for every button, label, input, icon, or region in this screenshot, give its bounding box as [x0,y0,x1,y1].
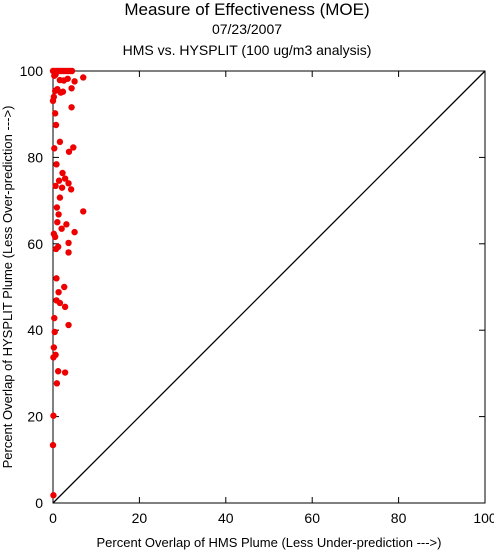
data-point [53,275,60,282]
x-tick-label: 20 [132,510,148,526]
x-axis-label: Percent Overlap of HMS Plume (Less Under… [97,535,442,550]
x-tick-label: 0 [49,510,57,526]
data-point [52,71,59,78]
data-point [70,144,77,151]
data-point [56,194,64,201]
data-point [49,441,57,449]
data-point [65,239,72,247]
data-point [55,288,62,296]
data-point [61,369,69,376]
data-point [53,380,61,387]
data-point [53,204,61,211]
y-tick-label: 80 [27,149,43,165]
data-point [50,492,57,499]
data-point [71,228,78,236]
data-point [50,354,57,361]
x-tick-label: 100 [473,510,494,526]
axis-ticks: 0 20 40 60 80 100 0 20 40 60 80 100 [20,63,494,526]
y-tick-label: 40 [27,322,43,338]
y-tick-label: 20 [27,409,43,425]
data-point [56,138,64,146]
data-point [51,314,58,322]
plot-frame [52,70,486,504]
data-point [67,186,75,193]
data-point [80,74,87,81]
data-point [51,87,59,95]
data-point [63,221,70,228]
data-point [61,283,68,291]
chart-date: 07/23/2007 [211,21,283,37]
x-tick-label: 80 [391,510,407,526]
data-point [50,344,58,351]
data-point [65,148,73,155]
x-tick-label: 40 [218,510,234,526]
data-point [49,97,57,105]
data-point [50,412,57,419]
data-point [51,328,58,336]
data-point [68,67,76,75]
data-point [55,177,63,184]
data-point [61,175,69,182]
data-point [55,211,62,218]
data-point [80,208,87,215]
y-tick-label: 0 [35,495,43,511]
data-point [52,182,59,190]
data-point [65,180,72,187]
chart-subtitle: HMS vs. HYSPLIT (100 ug/m3 analysis) [122,42,372,58]
data-point [51,233,59,241]
data-point [60,77,67,84]
data-points [49,67,87,499]
data-point [68,85,75,92]
data-point [52,245,60,253]
data-point [54,368,62,375]
data-point [71,78,78,85]
x-tick-label: 60 [304,510,320,526]
data-point [53,161,60,168]
reference-line [52,70,486,504]
data-point [58,184,66,191]
y-tick-label: 60 [27,236,43,252]
data-point [68,104,75,111]
data-point [56,299,64,307]
data-point [58,225,65,232]
data-point [59,169,66,177]
y-tick-label: 100 [20,63,44,79]
data-point [61,303,69,311]
data-point [51,145,58,152]
y-axis-label: Percent Overlap of HYSPLIT Plume (Less O… [0,106,15,469]
data-point [54,219,61,226]
data-point [52,121,60,129]
chart-title: Measure of Effectiveness (MOE) [124,0,370,19]
data-point [57,89,64,96]
data-point [51,110,59,117]
data-point [65,321,72,329]
data-point [65,249,72,256]
